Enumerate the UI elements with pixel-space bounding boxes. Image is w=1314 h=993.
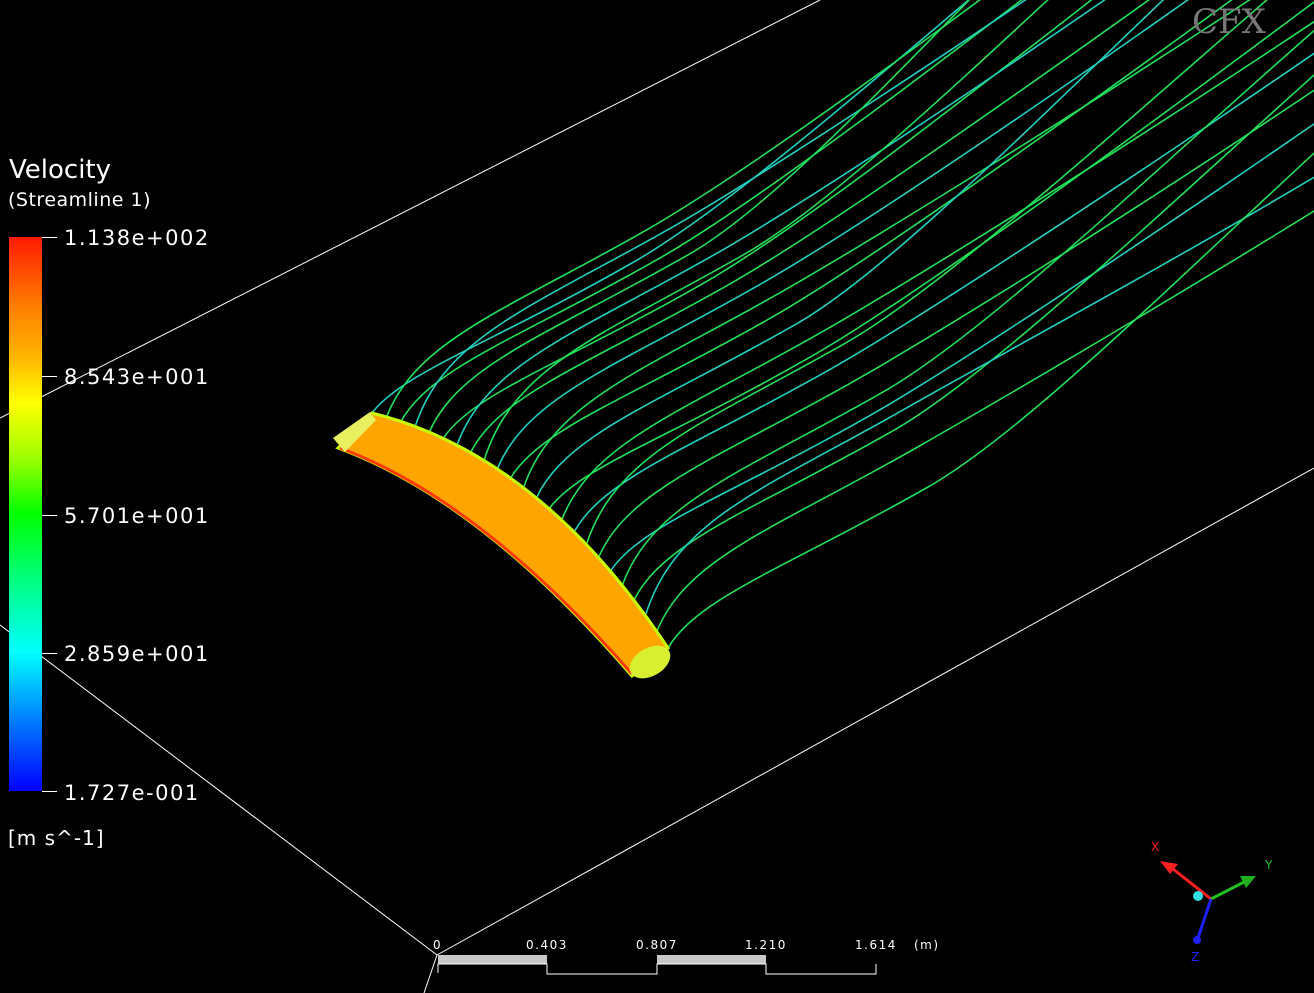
legend-tick [42,515,57,516]
x-arrowhead [1160,861,1178,874]
scale-label: 0 [433,938,443,952]
streamline [520,0,1165,519]
legend-subtitle: (Streamline 1) [8,189,151,211]
streamline [454,0,1151,474]
y-axis-arrow [1210,878,1249,901]
wing-trailing-edge [339,446,634,675]
scale-label: 1.614 [855,938,897,952]
legend-tick-label: 8.543e+001 [64,365,210,389]
streamline [494,0,1233,499]
streamline [546,20,1314,541]
scale-bar [437,955,877,975]
legend-tick [42,376,57,377]
streamline [507,0,1251,509]
wing-surface [335,411,671,679]
streamline [441,0,1106,466]
wing[interactable] [333,411,676,685]
streamline [618,73,1314,621]
streamline [468,0,1049,481]
domain-edge [0,0,821,419]
legend-tick-label: 1.138e+002 [64,226,210,250]
streamline [427,0,1093,459]
streamline [399,0,1027,448]
x-axis-label: X [1151,840,1160,854]
legend-tick-label: 5.701e+001 [64,504,210,528]
streamline [641,210,1314,652]
streamline [652,151,1314,669]
streamline [481,0,1189,490]
cfx-logo: CFX [1192,2,1266,42]
legend-tick-label: 1.727e-001 [64,781,200,805]
streamline [594,122,1314,592]
z-arrowhead [1193,936,1201,944]
z-axis-arrow [1196,898,1213,939]
legend-units: [m s^-1] [8,826,105,850]
x-axis-arrow [1167,863,1212,901]
streamline [413,0,971,453]
wing-endplate-right [629,645,671,679]
legend-tick [42,653,57,654]
legend-title: Velocity [9,155,111,185]
streamline [582,89,1314,579]
streamlines [356,0,1314,669]
legend-tick [42,791,57,792]
scale-label: 0.403 [526,938,568,952]
streamline [356,0,970,434]
streamline [385,0,1023,442]
streamline [629,176,1314,637]
color-bar [9,237,42,791]
streamline [570,0,1268,565]
streamline [370,0,982,438]
domain-edge [436,467,1314,956]
scale-outline [437,963,877,975]
axis-triad [1160,861,1256,944]
scale-unit: (m) [914,938,940,952]
scale-label: 1.210 [745,938,787,952]
streamline [606,29,1314,606]
y-arrowhead [1240,876,1256,888]
scale-seg [438,955,547,964]
origin-sphere [1193,891,1203,901]
z-axis-label: Z [1191,950,1200,964]
scale-seg [657,955,766,964]
wing-endplate-left [333,412,376,452]
scale-label: 0.807 [636,938,678,952]
domain-edge [423,954,438,993]
legend-tick [42,237,57,238]
legend-tick-label: 2.859e+001 [64,642,210,666]
y-axis-label: Y [1265,858,1273,872]
domain-edge [0,624,438,956]
streamline [558,52,1314,553]
streamline [533,1,1314,530]
